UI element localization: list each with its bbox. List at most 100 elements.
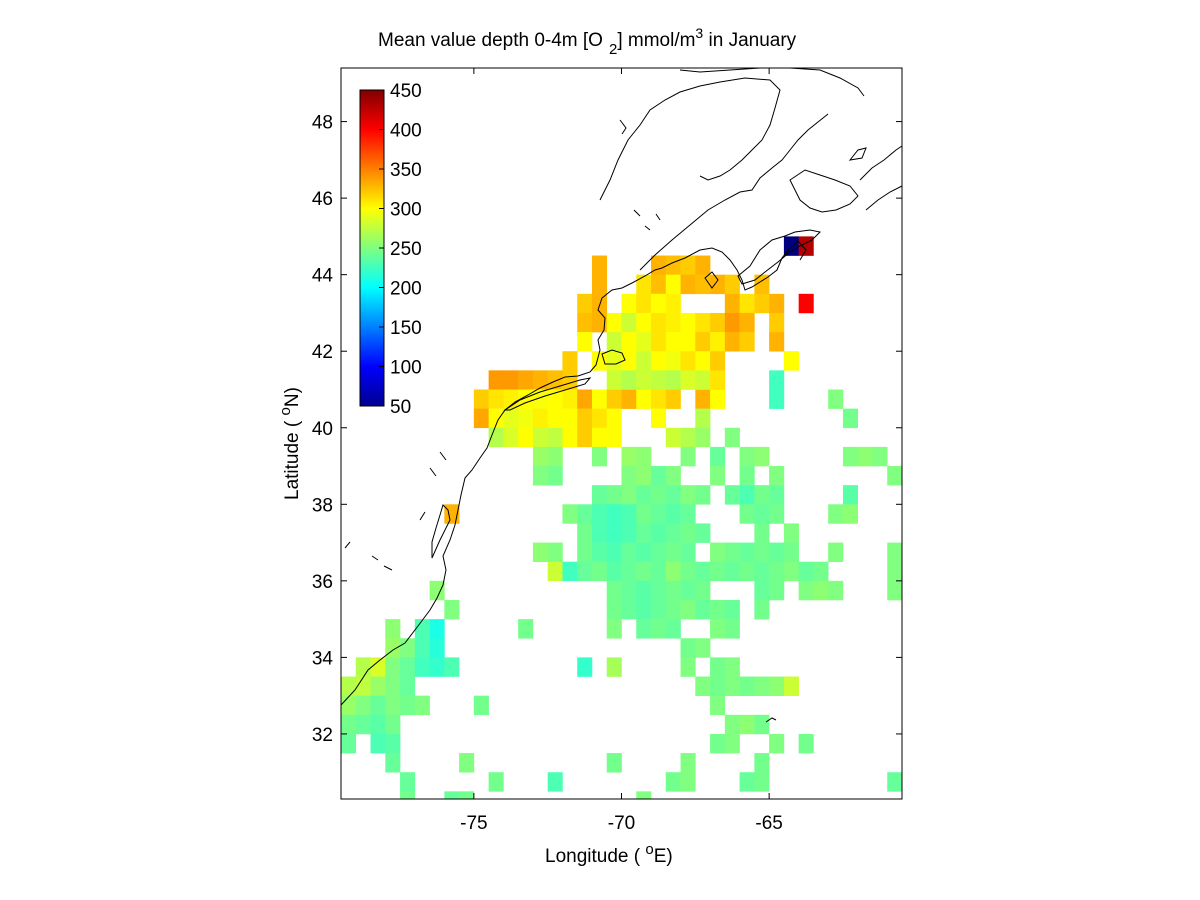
heatmap-cell: [710, 561, 726, 582]
heatmap-cell: [606, 561, 622, 582]
heatmap-cell: [636, 580, 652, 601]
heatmap-cell: [680, 753, 696, 773]
heatmap-cell: [488, 408, 504, 429]
coastline: [340, 67, 903, 723]
heatmap-cell: [444, 599, 460, 620]
heatmap-cell: [591, 446, 608, 467]
heatmap-cell: [577, 427, 593, 448]
heatmap-cell: [532, 389, 548, 409]
heatmap-cell: [414, 619, 430, 639]
heatmap-cell: [695, 485, 711, 505]
heatmap-cell: [606, 408, 622, 429]
heatmap-cell: [606, 753, 622, 773]
heatmap-cell: [562, 389, 578, 409]
heatmap-cell: [341, 695, 357, 716]
heatmap-cell: [710, 599, 726, 620]
heatmap-cell: [606, 312, 622, 333]
x-tick-label: -65: [755, 813, 782, 834]
heatmap-cell: [547, 561, 563, 582]
heatmap-cell: [710, 389, 726, 409]
heatmap-cell: [680, 255, 696, 275]
heatmap-cell: [798, 236, 814, 256]
heatmap-cell: [857, 446, 873, 467]
heatmap-cell: [370, 676, 386, 696]
heatmap-cell: [680, 561, 696, 582]
heatmap-cell: [621, 312, 637, 333]
colorbar-ticks: 50 100 150 200 250 300 350 400 450: [379, 81, 422, 418]
heatmap-cell: [754, 580, 770, 601]
heatmap-cell: [606, 542, 622, 563]
heatmap-cell: [577, 523, 593, 543]
heatmap-cell: [739, 714, 755, 735]
heatmap-cell: [488, 370, 504, 390]
heatmap-cell: [695, 676, 711, 696]
heatmap-cell: [769, 485, 785, 505]
heatmap-cell: [680, 332, 696, 352]
heatmap-cell: [665, 504, 681, 524]
heatmap-cell: [577, 312, 593, 333]
heatmap-cell: [651, 332, 667, 352]
heatmap-cell: [651, 293, 667, 314]
heatmap-cell: [591, 542, 608, 563]
heatmap-cell: [355, 676, 371, 696]
heatmap-cell: [400, 772, 416, 792]
heatmap-cell: [695, 561, 711, 582]
heatmap-cell: [769, 676, 785, 696]
heatmap-cell: [724, 542, 740, 563]
y-tick-label: 34: [312, 648, 334, 669]
heatmap-cell: [680, 542, 696, 563]
heatmap-cell: [606, 523, 622, 543]
heatmap-cell: [385, 657, 401, 677]
heatmap-cell: [400, 791, 416, 800]
heatmap-cell: [444, 791, 460, 800]
heatmap-cell: [459, 753, 475, 773]
heatmap-cell: [591, 389, 608, 409]
heatmap-cell: [695, 351, 711, 371]
heatmap-cell: [665, 332, 681, 352]
heatmap-cell: [636, 504, 652, 524]
heatmap-cell: [680, 446, 696, 467]
heatmap-cell: [621, 542, 637, 563]
heatmap-cell: [651, 255, 667, 275]
heatmap-cell: [606, 370, 622, 390]
heatmap-cell: [754, 274, 770, 295]
heatmap-cell: [739, 542, 755, 563]
heatmap-cell: [621, 599, 637, 620]
heatmap-cell: [651, 504, 667, 524]
y-axis: 32 34 36 38 40 42 44 46 48: [312, 113, 902, 746]
heatmap-cell: [606, 504, 622, 524]
heatmap-cell: [754, 446, 770, 467]
heatmap-cell: [385, 753, 401, 773]
heatmap-cell: [710, 370, 726, 390]
heatmap-cell: [739, 312, 755, 333]
heatmap-cell: [488, 772, 504, 792]
heatmap-cell: [341, 714, 357, 735]
heatmap-cell: [887, 580, 903, 601]
heatmap-cell: [636, 332, 652, 352]
heatmap-cell: [665, 523, 681, 543]
heatmap-cell: [606, 389, 622, 409]
heatmap-cell: [724, 485, 740, 505]
heatmap-cell: [828, 389, 844, 409]
heatmap-cell: [651, 274, 667, 295]
heatmap-cell: [680, 523, 696, 543]
heatmap-cell: [887, 466, 903, 486]
heatmap-cell: [724, 312, 740, 333]
heatmap-cell: [577, 408, 593, 429]
heatmap-cell: [562, 561, 578, 582]
heatmap-cell: [532, 466, 548, 486]
heatmap-cell: [429, 638, 445, 658]
heatmap-cell: [473, 695, 489, 716]
heatmap-cell: [724, 714, 740, 735]
colorbar-tick-label: 200: [390, 279, 422, 300]
heatmap-cell: [488, 389, 504, 409]
heatmap-cell: [769, 293, 785, 314]
heatmap-cell: [341, 676, 357, 696]
heatmap-cell: [621, 466, 637, 486]
heatmap-cell: [769, 332, 785, 352]
heatmap-cell: [754, 772, 770, 792]
heatmap-cell: [754, 753, 770, 773]
heatmap-cell: [724, 274, 740, 295]
heatmap-cell: [651, 370, 667, 390]
heatmap-cell: [754, 676, 770, 696]
